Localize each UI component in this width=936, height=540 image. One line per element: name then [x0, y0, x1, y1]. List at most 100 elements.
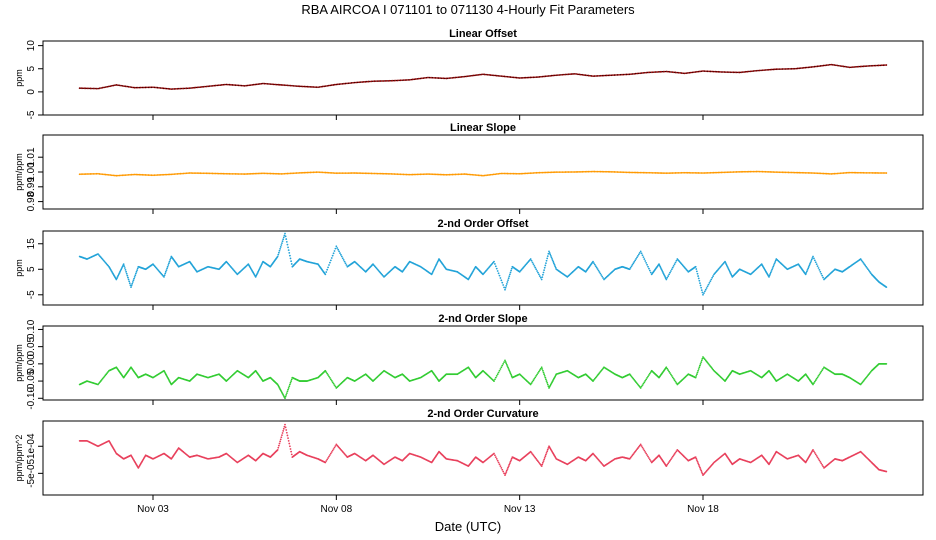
data-point [667, 369, 670, 372]
data-point [698, 279, 701, 282]
data-point [318, 86, 321, 88]
data-point [576, 73, 579, 76]
data-point [704, 288, 707, 291]
data-point [819, 270, 822, 273]
data-point [864, 65, 866, 68]
data-point [538, 275, 541, 277]
data-point [331, 254, 334, 257]
data-point [665, 70, 668, 73]
data-point [401, 79, 403, 82]
data-point [178, 172, 180, 175]
data-point [560, 171, 562, 174]
data-point [787, 171, 790, 174]
data-point [498, 463, 501, 466]
data-point [503, 472, 505, 475]
data-point [317, 171, 319, 174]
data-point [784, 171, 787, 174]
data-point [602, 277, 604, 279]
data-point [817, 375, 820, 377]
data-point [714, 171, 717, 174]
data-point [222, 172, 225, 175]
data-point [110, 84, 113, 87]
data-point [508, 273, 511, 276]
data-point [194, 172, 197, 175]
data-point [818, 459, 821, 462]
data-point [265, 82, 267, 85]
data-point [332, 448, 335, 450]
data-point [648, 457, 650, 459]
data-point [370, 172, 373, 175]
data-point [874, 64, 877, 67]
data-point [772, 264, 775, 266]
data-point [98, 173, 101, 175]
data-point [84, 173, 87, 175]
x-tick-label: Nov 18 [687, 504, 719, 515]
data-point [492, 74, 495, 77]
data-point [92, 172, 95, 175]
data-point [300, 171, 303, 174]
data-point [462, 173, 465, 176]
data-point [624, 171, 626, 174]
data-point [683, 72, 686, 75]
data-point [592, 75, 594, 78]
data-point [674, 380, 677, 383]
data-point [104, 86, 107, 88]
data-point [328, 375, 330, 378]
data-point [532, 263, 535, 266]
data-point [556, 171, 559, 174]
data-point [338, 172, 341, 175]
data-point [456, 173, 458, 176]
data-point [667, 462, 670, 465]
data-point [696, 272, 699, 275]
x-tick-label: Nov 13 [504, 504, 536, 515]
data-point [860, 259, 863, 262]
data-point [276, 448, 279, 451]
data-point [764, 170, 767, 173]
data-point [442, 173, 445, 176]
data-point [90, 173, 93, 175]
data-point [217, 172, 220, 175]
data-point [703, 290, 706, 293]
data-point [662, 70, 665, 73]
data-point [608, 170, 611, 173]
data-point [674, 451, 677, 454]
data-point [396, 173, 399, 176]
data-point [885, 64, 888, 66]
data-point [489, 173, 492, 176]
data-point [508, 370, 511, 373]
data-point [463, 173, 466, 175]
data-point [285, 429, 288, 431]
data-point [549, 74, 552, 77]
data-point [793, 171, 796, 174]
data-point [869, 272, 872, 274]
data-point [127, 276, 129, 279]
data-point [345, 264, 348, 266]
data-point [825, 172, 828, 175]
data-point [123, 265, 126, 267]
data-point [262, 82, 264, 85]
data-point [205, 172, 208, 175]
data-point [861, 260, 864, 263]
data-point [670, 268, 673, 271]
data-point [279, 246, 282, 248]
data-point [509, 460, 512, 463]
data-point [168, 260, 171, 263]
data-point [284, 232, 286, 235]
data-point [543, 456, 546, 459]
data-point [512, 76, 515, 79]
data-point [715, 70, 718, 73]
data-point [595, 75, 597, 77]
data-point [640, 445, 643, 447]
data-point [405, 173, 408, 176]
data-point [502, 362, 505, 365]
data-point [670, 375, 673, 377]
data-point [107, 174, 110, 176]
data-point [774, 259, 777, 262]
data-point [731, 171, 733, 174]
data-point [303, 171, 306, 174]
data-point [448, 77, 451, 80]
data-point [545, 262, 547, 265]
data-point [287, 437, 289, 440]
data-point [642, 171, 645, 174]
data-point [860, 65, 863, 68]
